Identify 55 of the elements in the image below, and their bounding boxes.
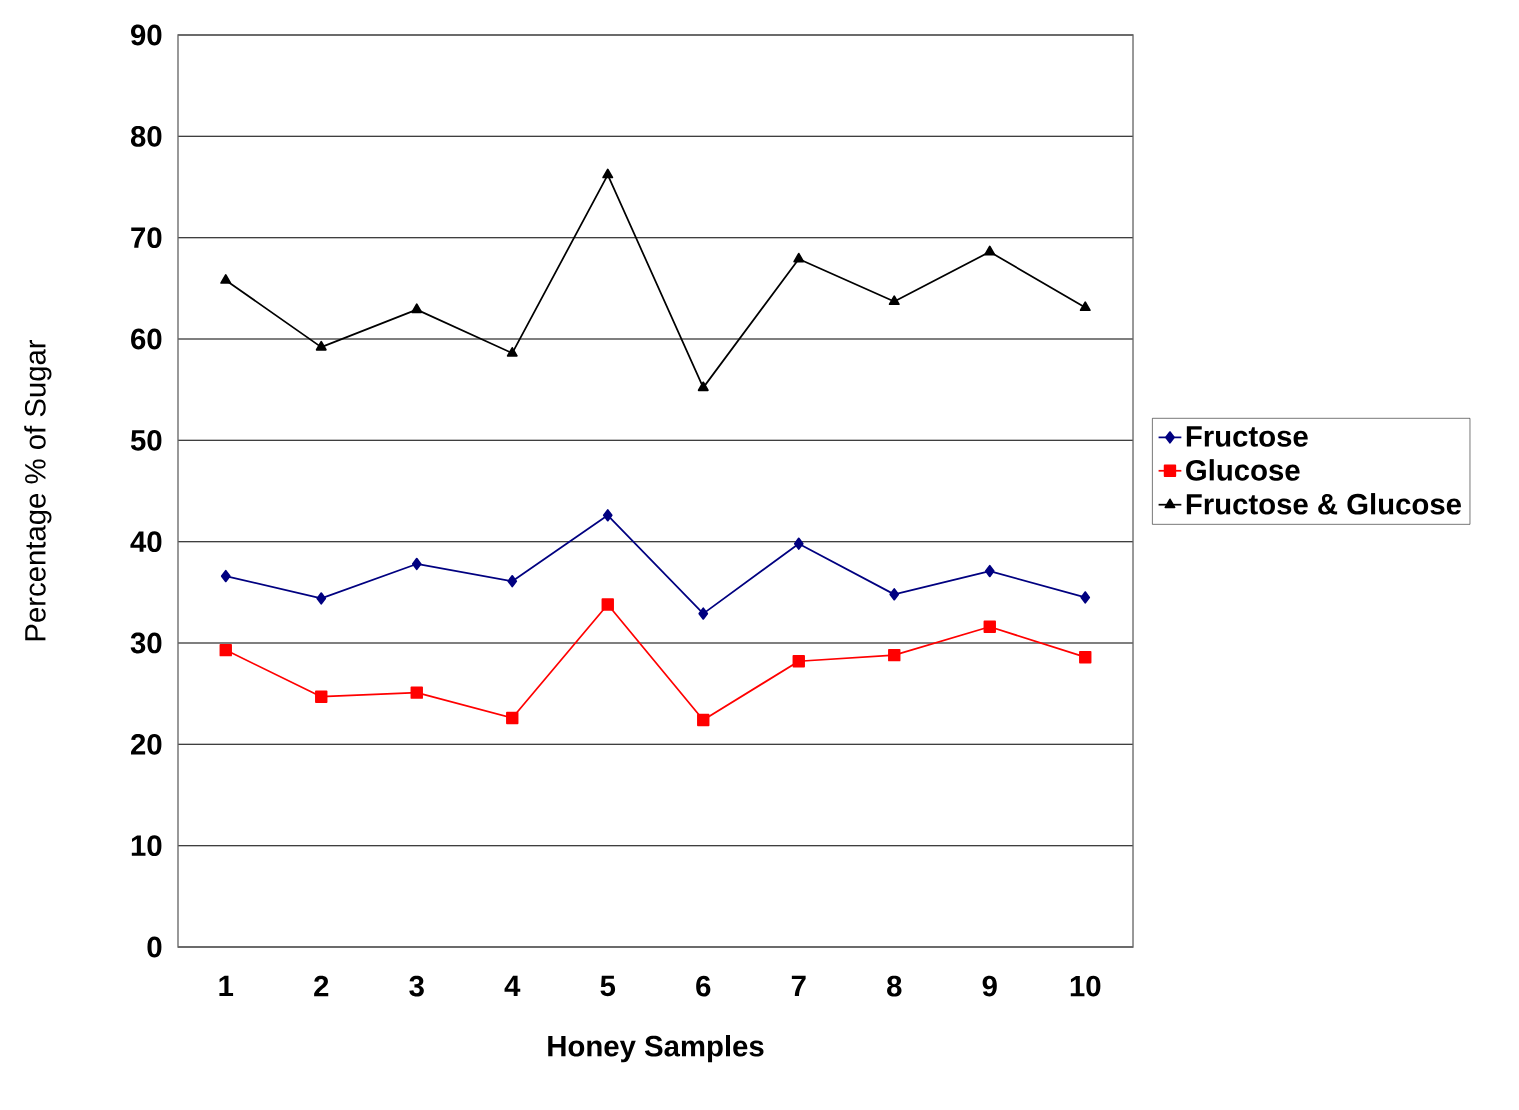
y-tick-label: 30 — [130, 632, 162, 654]
x-tick-label: 7 — [791, 975, 806, 996]
point — [220, 569, 231, 583]
point — [601, 598, 614, 611]
point — [889, 588, 900, 601]
y-axis-title: Percentage % of Sugar — [24, 339, 52, 641]
point — [697, 713, 710, 727]
y-tick-label: 0 — [147, 936, 162, 958]
legend-label: Fructose — [1186, 426, 1308, 447]
y-tick-label: 50 — [130, 429, 162, 451]
point — [983, 620, 996, 633]
y-tick-label: 20 — [131, 733, 162, 755]
point — [411, 557, 422, 571]
point — [793, 537, 804, 550]
point — [506, 711, 519, 725]
point — [984, 564, 995, 578]
point — [410, 686, 423, 699]
point — [1079, 650, 1092, 664]
point — [793, 252, 805, 263]
x-tick-label: 2 — [314, 975, 329, 997]
point — [888, 295, 900, 306]
point — [316, 592, 327, 605]
y-tick-label: 10 — [131, 835, 162, 857]
x-tick-label: 5 — [600, 975, 616, 997]
x-axis-title: Honey Samples — [548, 1035, 764, 1063]
x-tick-label: 6 — [696, 975, 711, 997]
y-tick-label: 60 — [131, 328, 162, 350]
x-tick-label: 4 — [504, 975, 521, 996]
point — [984, 245, 996, 256]
point — [698, 607, 709, 620]
x-tick-label: 9 — [982, 975, 997, 997]
y-tick-label: 40 — [130, 531, 162, 553]
point — [220, 274, 232, 284]
point — [602, 168, 614, 179]
point — [315, 690, 328, 703]
y-tick-label: 90 — [131, 24, 162, 46]
y-tick-label: 70 — [131, 227, 162, 249]
x-tick-label: 1 — [219, 975, 234, 996]
point — [507, 574, 518, 588]
point — [506, 346, 518, 357]
point — [219, 643, 232, 657]
legend-label: Fructose & Glucose — [1186, 493, 1461, 515]
point — [792, 655, 805, 668]
point — [888, 648, 901, 662]
point — [1079, 301, 1091, 312]
point — [1080, 591, 1091, 604]
legend-label: Glucose — [1186, 459, 1300, 481]
x-tick-label: 3 — [409, 975, 424, 997]
x-tick-label: 10 — [1070, 975, 1101, 997]
x-tick-label: 8 — [887, 975, 902, 997]
y-tick-label: 80 — [130, 125, 162, 147]
point — [697, 381, 709, 392]
point — [602, 509, 613, 522]
point — [315, 340, 327, 351]
point — [411, 303, 423, 314]
